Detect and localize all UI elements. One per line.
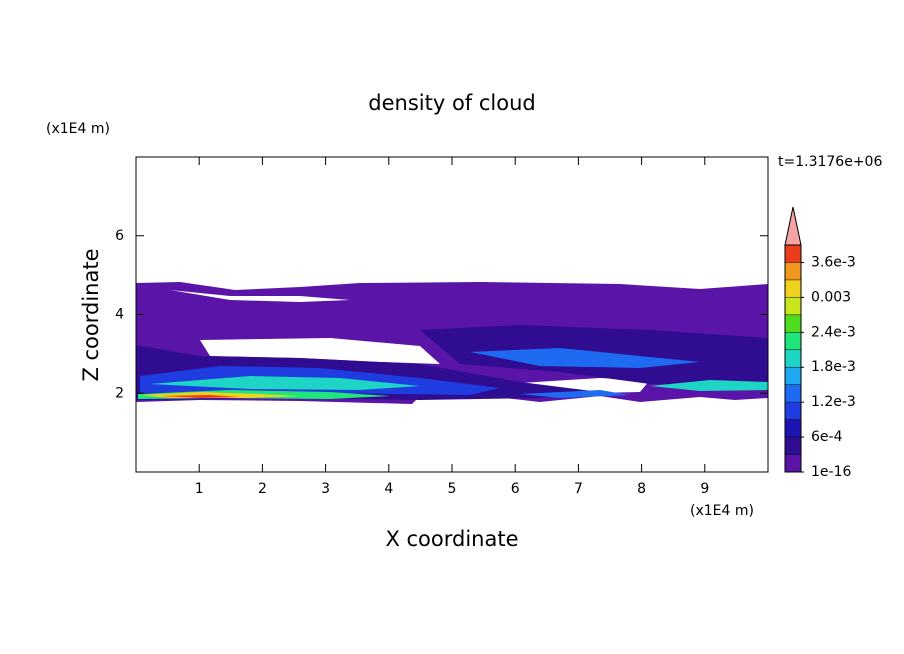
colorbar-band	[785, 332, 801, 350]
x-tick-label: 7	[574, 481, 583, 497]
colorbar-band	[785, 454, 801, 472]
x-axis-label: X coordinate	[385, 527, 518, 551]
contour-gap	[170, 290, 350, 302]
colorbar-band	[785, 314, 801, 333]
colorbar-tick-label: 1e-16	[811, 464, 851, 480]
x-tick-label: 3	[321, 481, 330, 497]
colorbar-band	[785, 402, 801, 420]
contour-region	[160, 395, 240, 398]
colorbar-extension	[784, 206, 802, 246]
colorbar-tick-label: 6e-4	[811, 429, 843, 445]
y-tick-label: 2	[115, 385, 124, 401]
x-tick-label: 9	[700, 481, 709, 497]
colorbar-band	[785, 245, 801, 263]
colorbar-band	[785, 279, 801, 298]
time-annotation: t=1.3176e+06	[778, 154, 882, 170]
x-tick-label: 6	[511, 481, 520, 497]
contour-region	[650, 380, 768, 391]
y-unit: (x1E4 m)	[46, 121, 110, 137]
y-axis-label: Z coordinate	[79, 248, 103, 381]
colorbar-band	[785, 367, 801, 385]
x-tick-label: 4	[384, 481, 393, 497]
x-tick-label: 1	[195, 481, 204, 497]
colorbar-band	[785, 419, 801, 438]
colorbar-frame	[784, 244, 802, 473]
contour-gap	[200, 338, 440, 364]
y-tick-label: 4	[115, 307, 124, 323]
colorbar-tick-label: 1.8e-3	[811, 359, 856, 375]
y-tick-label: 6	[115, 228, 124, 244]
contour-region	[470, 348, 700, 368]
colorbar-tick-label: 0.003	[811, 289, 851, 305]
chart-title: density of cloud	[368, 91, 535, 115]
x-tick-label: 5	[448, 481, 457, 497]
x-unit: (x1E4 m)	[690, 503, 754, 519]
colorbar-band	[785, 262, 801, 280]
colorbar-tick-label: 3.6e-3	[811, 254, 856, 270]
colorbar-band	[785, 297, 801, 315]
colorbar-band	[785, 384, 801, 403]
contour-region	[150, 376, 420, 390]
contour-field	[136, 282, 768, 404]
x-tick-label: 2	[258, 481, 267, 497]
colorbar-band	[785, 437, 801, 455]
contour-region	[520, 390, 630, 398]
colorbar-tick-label: 2.4e-3	[811, 324, 856, 340]
x-tick-label: 8	[637, 481, 646, 497]
colorbar-band	[785, 349, 801, 368]
colorbar-tick-label: 1.2e-3	[811, 394, 856, 410]
